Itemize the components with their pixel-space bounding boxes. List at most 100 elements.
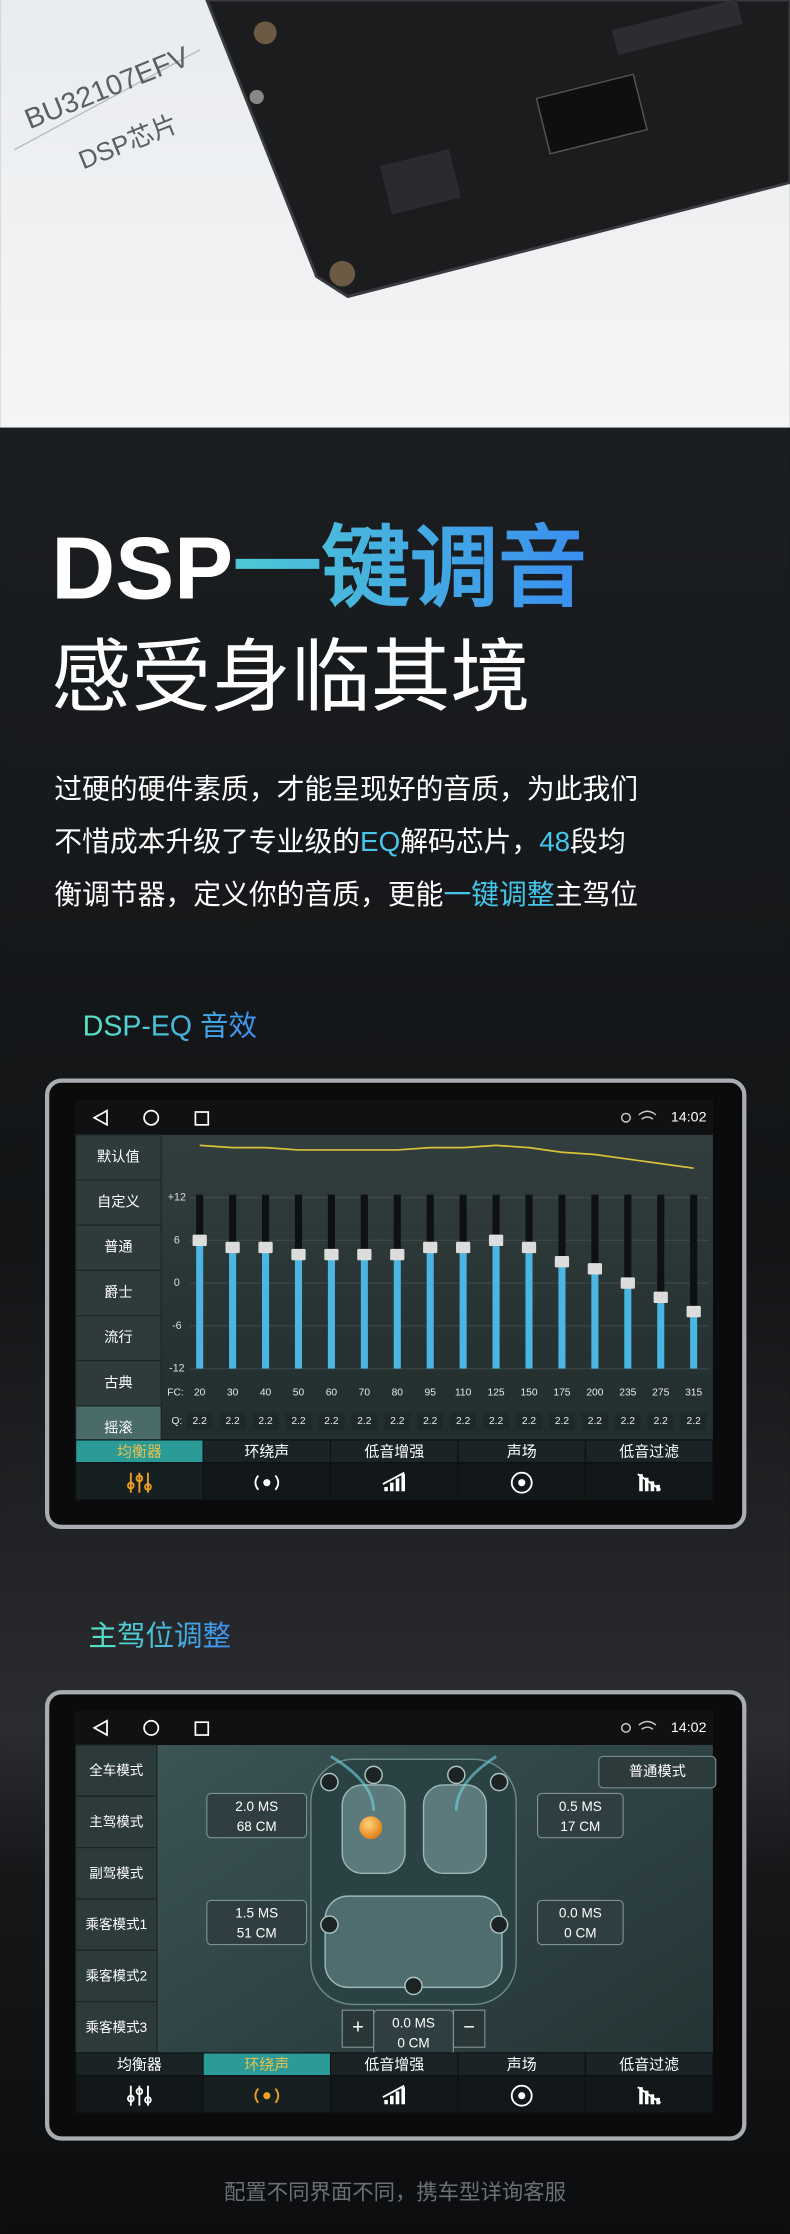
- slider-track: [657, 1194, 665, 1369]
- status-bar: [75, 1100, 713, 1135]
- section-title: DSP-EQ 音效: [83, 1010, 257, 1042]
- mode-label: 副驾模式: [89, 1866, 144, 1881]
- slider-knob: [390, 1248, 405, 1261]
- tab-icon: [384, 2099, 388, 2105]
- slider-knob: [587, 1263, 603, 1275]
- headline: DSP一键调音: [51, 518, 586, 617]
- slider-knob: [258, 1241, 273, 1254]
- slider-knob: [653, 1291, 668, 1304]
- rear-bench: [324, 1895, 503, 1989]
- mode-item: [75, 1744, 158, 1797]
- mode-label: 乘客模式3: [85, 2019, 147, 2035]
- slider-knob: [686, 1305, 701, 1318]
- slider-fill: [426, 1247, 434, 1369]
- tab-icon: [401, 1474, 405, 1492]
- slider-knob: [554, 1256, 570, 1268]
- scale-label: 0: [174, 1277, 180, 1289]
- delay-distance: 68 CM: [237, 1819, 277, 1834]
- tab-icon: [650, 1481, 655, 1492]
- slider-fill: [492, 1240, 500, 1369]
- mode-item: [75, 1847, 158, 1900]
- mode-label: 全车模式: [89, 1762, 144, 1778]
- speaker: [489, 1915, 509, 1934]
- intro-paragraph: 过硬的硬件素质，才能呈现好的音质，为此我们不惜成本升级了专业级的EQ解码芯片，4…: [54, 773, 638, 909]
- speaker: [320, 1772, 339, 1792]
- tab-icon: [127, 2094, 135, 2103]
- fc-value: 60: [326, 1387, 338, 1398]
- tab-icon: [382, 1471, 405, 1485]
- q-value: 2.2: [324, 1416, 339, 1427]
- tab-label: 低音增强: [364, 1444, 424, 1461]
- q-box: [318, 1412, 345, 1430]
- fc-value: 40: [260, 1387, 272, 1398]
- body-text: 主驾位: [555, 878, 638, 909]
- tab-icon: [254, 2088, 280, 2104]
- mode-label: 乘客模式1: [85, 1916, 147, 1932]
- slider-fill: [624, 1283, 632, 1369]
- fc-value: 30: [227, 1387, 239, 1398]
- tab-icon: [518, 2092, 526, 2100]
- tab-icon: [639, 1474, 643, 1492]
- tab-icon: [135, 2087, 144, 2096]
- tab-body: [329, 2075, 459, 2114]
- back-button: [92, 1719, 108, 1737]
- highlight-text: 48: [539, 826, 570, 857]
- tab-icon: [127, 1481, 135, 1490]
- q-box: [549, 1412, 575, 1430]
- slider-fill: [525, 1247, 533, 1369]
- tab-icon: [637, 1473, 662, 1491]
- tab-icon: [382, 2084, 405, 2098]
- recent-button: [194, 1721, 210, 1736]
- q-value: 2.2: [654, 1416, 669, 1427]
- fc-value: 70: [359, 1387, 371, 1398]
- tab-icon: [395, 1478, 400, 1492]
- tab-icon: [518, 1479, 526, 1487]
- delay-distance: 17 CM: [560, 1819, 600, 1834]
- tab-icon: [384, 1486, 388, 1492]
- tab-icon: [639, 2087, 643, 2105]
- tab-icon: [254, 1474, 280, 1491]
- slider-knob: [620, 1277, 635, 1289]
- mode-label: 乘客模式2: [85, 1967, 147, 1983]
- tab-icon: [263, 1479, 271, 1487]
- q-box: [285, 1412, 312, 1430]
- minus-label: −: [463, 2016, 475, 2038]
- speaker: [447, 1765, 466, 1785]
- tab-icon: [395, 2091, 400, 2105]
- tab-icon: [390, 2095, 394, 2105]
- preset-item: [75, 1134, 162, 1181]
- scale-label: -6: [172, 1320, 182, 1332]
- highlight-text: EQ: [360, 826, 400, 857]
- fc-value: 125: [488, 1387, 505, 1398]
- q-value: 2.2: [489, 1416, 504, 1427]
- tab-icon: [637, 2086, 662, 2104]
- fc-value: 200: [586, 1387, 603, 1398]
- minus-button: [452, 2009, 486, 2048]
- tab-icon: [135, 1474, 144, 1483]
- speaker: [489, 1772, 509, 1792]
- q-box: [450, 1412, 476, 1430]
- tab-label: 均衡器: [117, 2057, 162, 2074]
- preset-label: 爵士: [104, 1284, 133, 1301]
- q-value: 2.2: [291, 1416, 306, 1427]
- preset-label: 古典: [104, 1374, 133, 1391]
- scale-label: 6: [174, 1234, 180, 1246]
- q-box: [516, 1412, 542, 1430]
- preset-item: [75, 1269, 162, 1317]
- mode-item: [75, 1795, 158, 1849]
- q-value: 2.2: [687, 1416, 702, 1427]
- slider-knob: [423, 1241, 438, 1254]
- q-box: [351, 1412, 378, 1430]
- plus-label: +: [352, 2016, 364, 2038]
- plus-button: [341, 2009, 375, 2048]
- status-bar: [75, 1710, 713, 1746]
- fc-label: FC:: [167, 1387, 184, 1398]
- intro-line: 衡调节器，定义你的音质，更能一键调整主驾位: [54, 878, 638, 909]
- mode-item: [75, 1898, 158, 1951]
- slider-knob: [456, 1241, 471, 1254]
- delay-time: 1.5 MS: [235, 1906, 278, 1921]
- home-button: [143, 1109, 160, 1126]
- q-box: [384, 1412, 411, 1430]
